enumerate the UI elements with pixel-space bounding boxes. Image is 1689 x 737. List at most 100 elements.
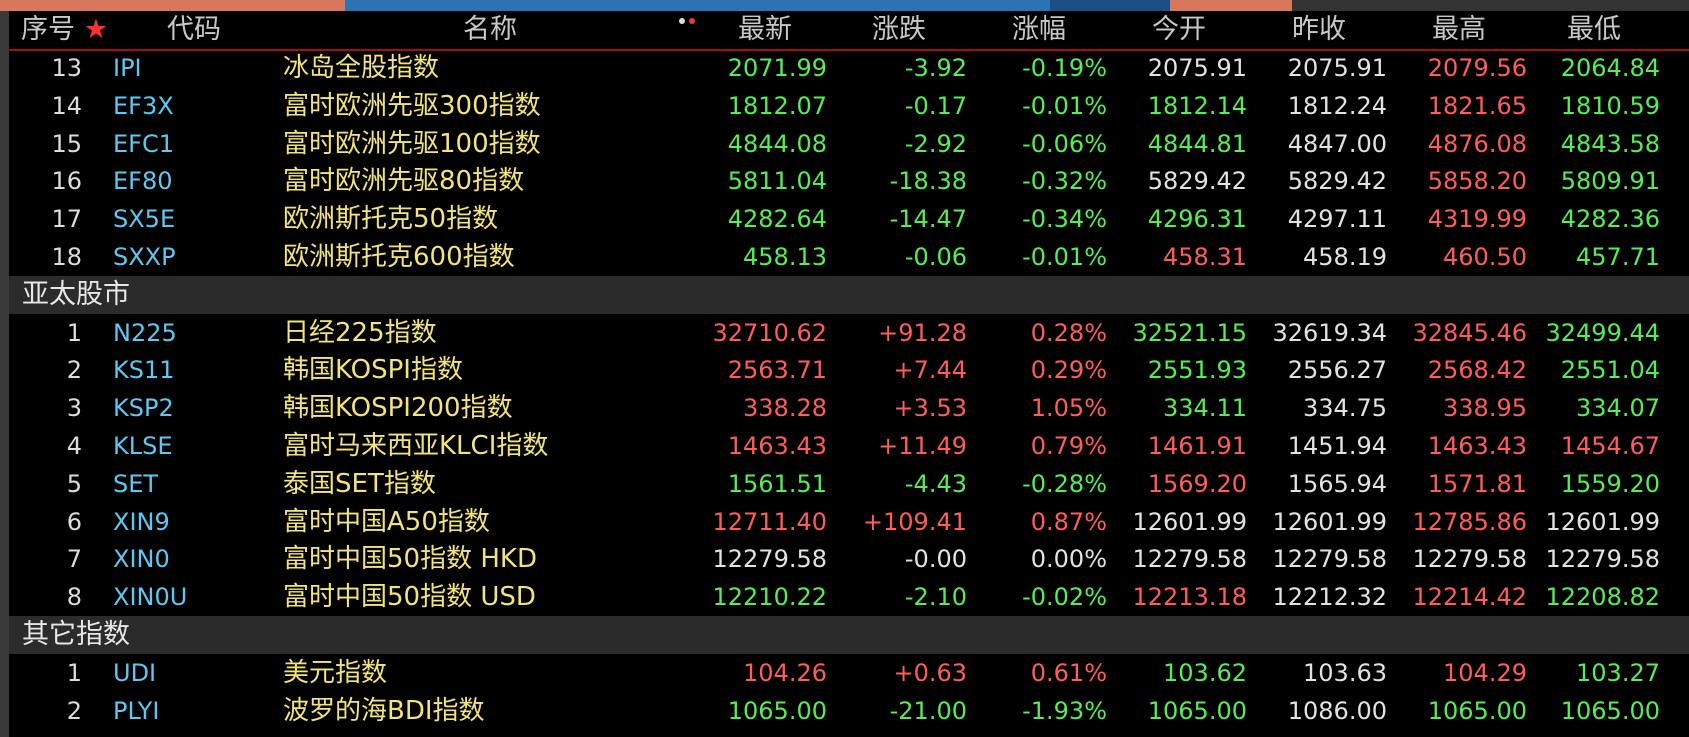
column-header: ★ bbox=[83, 14, 109, 45]
open: 12213.18 bbox=[1132, 583, 1247, 612]
row-number: 1 bbox=[66, 318, 82, 347]
change: -4.43 bbox=[904, 469, 967, 498]
change: +91.28 bbox=[878, 318, 967, 347]
column-header: 今开 bbox=[1152, 14, 1206, 45]
high: 12279.58 bbox=[1412, 545, 1527, 574]
low: 1454.67 bbox=[1560, 432, 1660, 460]
row-number: 13 bbox=[51, 54, 82, 82]
change-pct: -0.32% bbox=[1022, 167, 1107, 196]
tab-strip bbox=[1292, 0, 1689, 11]
code: XIN0U bbox=[113, 583, 188, 612]
latest: 4282.64 bbox=[727, 205, 827, 234]
column-header: 最新 bbox=[738, 14, 792, 45]
open: 4296.31 bbox=[1147, 205, 1247, 234]
high: 32845.46 bbox=[1412, 318, 1527, 347]
open: 5829.42 bbox=[1147, 167, 1247, 196]
low: 457.71 bbox=[1576, 243, 1660, 271]
high: 338.95 bbox=[1443, 394, 1527, 423]
prev-close: 334.75 bbox=[1303, 394, 1387, 423]
change: -0.00 bbox=[904, 545, 967, 574]
latest: 1812.07 bbox=[727, 91, 827, 120]
name: 波罗的海BDI指数 bbox=[283, 695, 485, 726]
low: 2551.04 bbox=[1560, 356, 1660, 385]
change-pct: 1.05% bbox=[1030, 394, 1107, 423]
prev-close: 5829.42 bbox=[1287, 167, 1387, 196]
row-number: 3 bbox=[66, 394, 82, 423]
code: KLSE bbox=[113, 432, 173, 460]
open: 334.11 bbox=[1163, 394, 1247, 423]
high: 2079.56 bbox=[1427, 54, 1527, 82]
change: -0.17 bbox=[904, 91, 967, 120]
code: XIN0 bbox=[113, 545, 170, 574]
change-pct: -0.19% bbox=[1022, 54, 1107, 82]
row-number: 2 bbox=[66, 356, 82, 385]
tab-strip bbox=[0, 0, 345, 11]
prev-close: 32619.34 bbox=[1272, 318, 1387, 347]
low: 103.27 bbox=[1576, 658, 1660, 687]
low: 2064.84 bbox=[1560, 54, 1660, 82]
latest: 1463.43 bbox=[727, 432, 827, 460]
column-header: 涨跌 bbox=[872, 14, 926, 45]
name: 美元指数 bbox=[283, 657, 388, 688]
change: +7.44 bbox=[893, 356, 967, 385]
prev-close: 1086.00 bbox=[1287, 696, 1387, 725]
low: 4282.36 bbox=[1560, 205, 1660, 234]
change-pct: -0.28% bbox=[1022, 469, 1107, 498]
row-number: 5 bbox=[66, 469, 82, 498]
tab-strip bbox=[345, 0, 1050, 11]
open: 4844.81 bbox=[1147, 129, 1247, 158]
change: -21.00 bbox=[889, 696, 967, 725]
change: -14.47 bbox=[889, 205, 967, 234]
high: 460.50 bbox=[1443, 243, 1527, 271]
row-number: 14 bbox=[51, 91, 82, 120]
row-number: 17 bbox=[51, 205, 82, 234]
latest: 2071.99 bbox=[727, 54, 827, 82]
high: 1571.81 bbox=[1427, 469, 1527, 498]
change: -18.38 bbox=[889, 167, 967, 196]
row-number: 8 bbox=[66, 583, 82, 612]
section-band bbox=[9, 616, 1689, 654]
name: 富时中国A50指数 bbox=[283, 506, 490, 537]
prev-close: 12279.58 bbox=[1272, 545, 1387, 574]
latest: 12279.58 bbox=[712, 545, 827, 574]
code: XIN9 bbox=[113, 507, 170, 536]
latest: 12711.40 bbox=[712, 507, 827, 536]
row-number: 15 bbox=[51, 129, 82, 158]
low: 12601.99 bbox=[1545, 507, 1660, 536]
name: 富时中国50指数 HKD bbox=[283, 544, 537, 575]
open: 2075.91 bbox=[1147, 54, 1247, 82]
open: 1812.14 bbox=[1147, 91, 1247, 120]
high: 104.29 bbox=[1443, 658, 1527, 687]
code: EFC1 bbox=[113, 129, 174, 158]
side-bar bbox=[0, 11, 9, 737]
open: 32521.15 bbox=[1132, 318, 1247, 347]
low: 12208.82 bbox=[1545, 583, 1660, 612]
change-pct: 0.61% bbox=[1030, 658, 1107, 687]
change-pct: 0.87% bbox=[1030, 507, 1107, 536]
name: 富时中国50指数 USD bbox=[283, 582, 536, 613]
column-header: 序号 bbox=[21, 14, 75, 45]
low: 5809.91 bbox=[1560, 167, 1660, 196]
change-pct: -0.01% bbox=[1022, 91, 1107, 120]
change-pct: 0.29% bbox=[1030, 356, 1107, 385]
change: -2.10 bbox=[904, 583, 967, 612]
name: 泰国SET指数 bbox=[283, 468, 436, 499]
code: SET bbox=[113, 469, 159, 498]
column-header: 昨收 bbox=[1292, 14, 1346, 45]
column-header: 名称 bbox=[463, 14, 517, 45]
column-header: 涨幅 bbox=[1012, 14, 1066, 45]
section-title: 亚太股市 bbox=[22, 278, 130, 310]
code: IPI bbox=[113, 54, 142, 82]
prev-close: 2556.27 bbox=[1287, 356, 1387, 385]
prev-close: 458.19 bbox=[1303, 243, 1387, 271]
row-number: 6 bbox=[66, 507, 82, 536]
change-pct: -0.01% bbox=[1022, 243, 1107, 271]
high: 4876.08 bbox=[1427, 129, 1527, 158]
low: 334.07 bbox=[1576, 394, 1660, 423]
open: 1461.91 bbox=[1147, 432, 1247, 460]
dot bbox=[679, 18, 685, 24]
code: UDI bbox=[113, 658, 157, 687]
high: 1821.65 bbox=[1427, 91, 1527, 120]
latest: 32710.62 bbox=[712, 318, 827, 347]
